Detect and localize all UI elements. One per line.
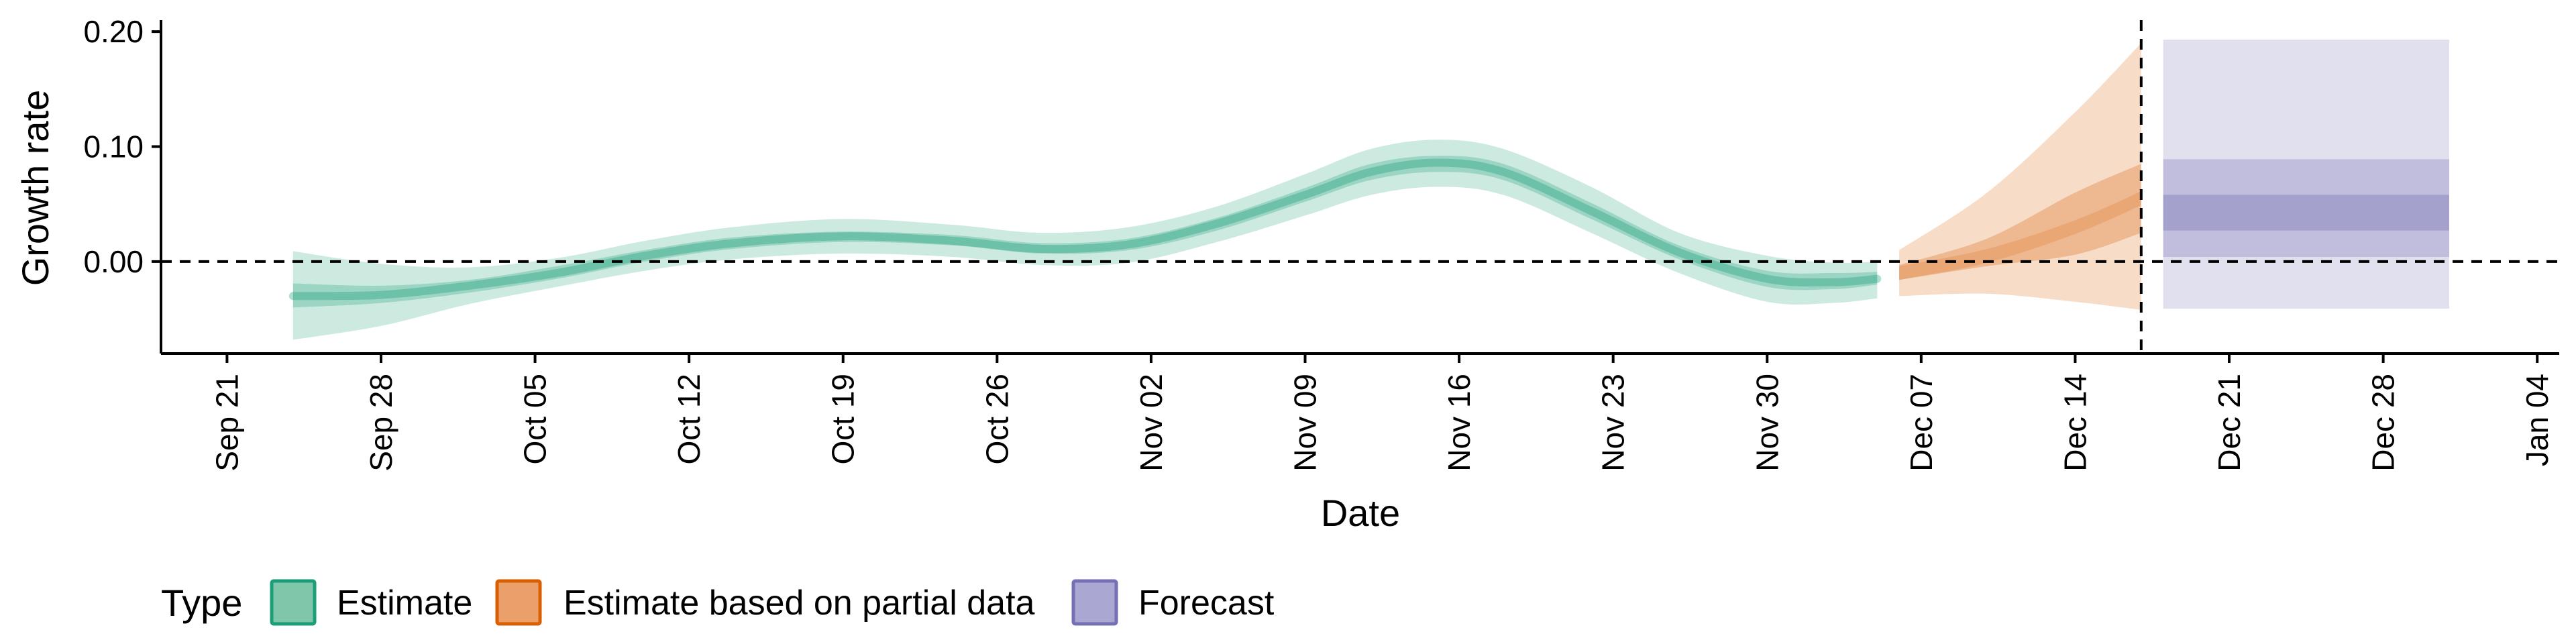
x-tick-label: Nov 02 (1134, 374, 1169, 472)
series-forecast (2163, 40, 2450, 309)
legend-title: Type (161, 582, 242, 624)
x-tick-label: Dec 28 (2366, 374, 2401, 472)
series-estimate (288, 140, 1882, 340)
x-tick-label: Dec 21 (2212, 374, 2247, 472)
reference-lines (161, 20, 2559, 354)
legend-label-partial: Estimate based on partial data (564, 584, 1035, 623)
x-tick-label: Oct 19 (826, 374, 861, 465)
series-partial-estimate (1899, 43, 2141, 310)
legend: Type Estimate Estimate based on partial … (161, 579, 1275, 626)
legend-label-forecast: Forecast (1138, 584, 1275, 623)
legend-item-estimate: Estimate (270, 579, 472, 626)
y-tick-label: 0.10 (83, 129, 144, 164)
legend-key-estimate (270, 579, 317, 626)
x-tick-label: Oct 12 (672, 374, 706, 465)
axes (160, 20, 2559, 355)
y-axis-title: Growth rate (14, 90, 56, 286)
x-tick-label: Oct 05 (518, 374, 553, 465)
estimate-median-line (288, 158, 1882, 301)
x-tick-label: Nov 30 (1750, 374, 1784, 472)
legend-key-partial (495, 579, 542, 626)
x-tick-label: Dec 07 (1904, 374, 1939, 472)
partial-estimate-band-90 (1899, 43, 2141, 310)
x-tick-label: Oct 26 (979, 374, 1014, 465)
legend-label-estimate: Estimate (337, 584, 472, 623)
y-ticks: 0.00 0.10 0.20 (83, 14, 161, 279)
y-tick-label: 0.00 (83, 244, 144, 279)
x-tick-label: Sep 21 (209, 374, 244, 472)
legend-item-forecast: Forecast (1071, 579, 1275, 626)
partial-estimate-median-band (1899, 191, 2141, 280)
legend-key-forecast (1071, 579, 1118, 626)
forecast-band-90 (2163, 159, 2450, 258)
estimate-band-50 (292, 156, 1878, 308)
estimate-band-90 (292, 140, 1878, 340)
forecast-band-outer (2163, 40, 2450, 309)
x-tick-label: Nov 09 (1288, 374, 1323, 472)
partial-estimate-band-50 (1899, 164, 2141, 280)
x-tick-label: Nov 16 (1442, 374, 1477, 472)
x-axis-title: Date (1321, 492, 1400, 534)
x-tick-label: Nov 23 (1596, 374, 1631, 472)
x-tick-label: Jan 04 (2520, 374, 2555, 466)
x-tick-label: Dec 14 (2057, 374, 2092, 472)
y-tick-label: 0.20 (83, 14, 144, 49)
plot-bands (288, 40, 2450, 340)
x-tick-label: Sep 28 (364, 374, 398, 472)
forecast-band-50 (2163, 195, 2450, 231)
x-ticks: Sep 21 Sep 28 Oct 05 Oct 12 Oct 19 Oct 26 Nov … (209, 354, 2555, 472)
legend-item-partial: Estimate based on partial data (495, 579, 1035, 626)
